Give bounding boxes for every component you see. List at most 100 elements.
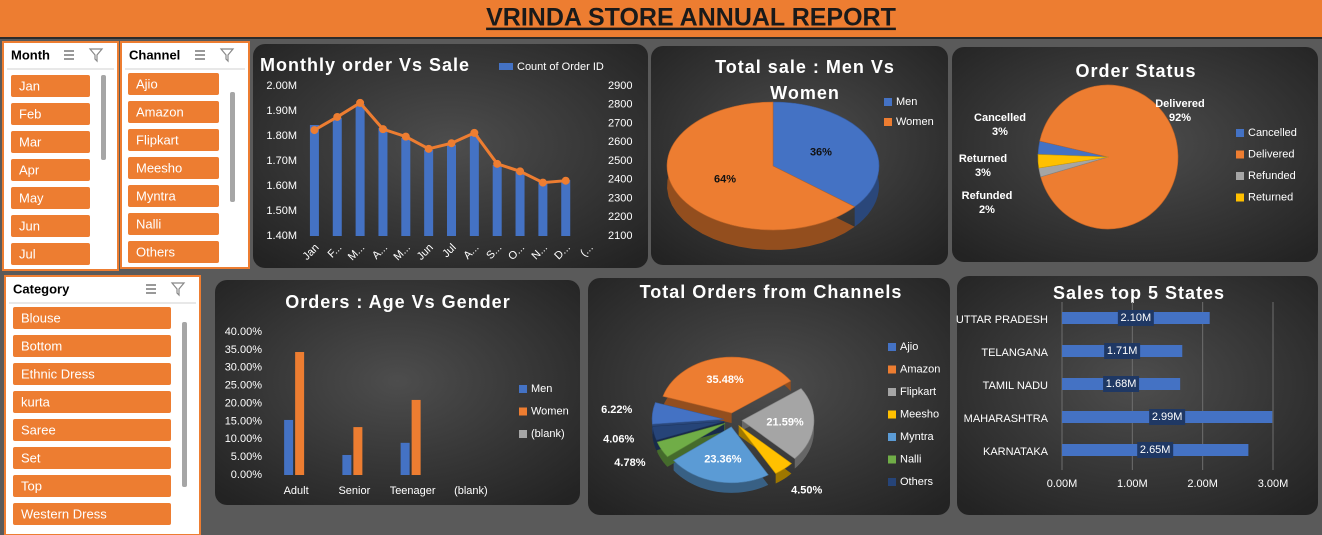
slicer-item[interactable] xyxy=(13,335,171,357)
legend-swatch xyxy=(1236,150,1244,159)
y-tick-label: 1.80M xyxy=(266,130,297,142)
bar xyxy=(295,352,305,475)
slicer-item[interactable] xyxy=(128,185,219,207)
bar xyxy=(411,399,421,475)
data-label: 1.68M xyxy=(1106,378,1137,390)
slicer-item[interactable] xyxy=(11,187,90,209)
legend-label: Women xyxy=(531,405,569,417)
data-label: 4.78% xyxy=(614,457,645,469)
slicer-item-label[interactable]: Feb xyxy=(19,106,41,121)
slicer-item-label[interactable]: Others xyxy=(136,244,176,259)
slicer-scrollbar[interactable] xyxy=(230,92,235,202)
slicer-item-label[interactable]: Apr xyxy=(19,162,40,177)
legend-swatch xyxy=(519,407,527,416)
pie-slice xyxy=(741,388,815,459)
x-tick-label: Senior xyxy=(338,485,370,497)
value-label-bg xyxy=(1137,442,1174,458)
slicer-item-label[interactable]: Meesho xyxy=(136,160,182,175)
legend-label: Men xyxy=(531,383,552,395)
bar xyxy=(353,427,363,475)
slicer-item-label[interactable]: Jul xyxy=(19,246,36,261)
legend-label: Amazon xyxy=(900,363,940,375)
slicer-title: Category xyxy=(13,281,70,296)
slicer-item-label[interactable]: May xyxy=(19,190,44,205)
y-tick-label: 10.00% xyxy=(225,433,263,445)
clear-filter-icon[interactable] xyxy=(219,48,235,63)
legend-swatch xyxy=(888,455,896,464)
slicer-item[interactable] xyxy=(11,215,90,237)
slicer-item-label[interactable]: Ajio xyxy=(136,76,158,91)
slicer-item[interactable] xyxy=(11,243,90,265)
slicer-item[interactable] xyxy=(13,307,171,329)
chart-title: Monthly order Vs Sale xyxy=(260,55,470,75)
y2-tick-label: 2900 xyxy=(608,80,632,92)
pie-slice xyxy=(1037,154,1109,169)
data-label: 92% xyxy=(1169,112,1191,124)
y2-tick-label: 2800 xyxy=(608,99,632,111)
slicer-item-label[interactable]: Western Dress xyxy=(21,506,107,521)
slicer-item[interactable] xyxy=(11,75,90,97)
slicer-item[interactable] xyxy=(128,129,219,151)
slicer-item-label[interactable]: Amazon xyxy=(136,104,184,119)
legend-label: Ajio xyxy=(900,341,918,353)
slicer-item-label[interactable]: Myntra xyxy=(136,188,177,203)
slicer-item[interactable] xyxy=(13,503,171,525)
slicer-item[interactable] xyxy=(128,157,219,179)
slicer-item[interactable] xyxy=(13,391,171,413)
y-tick-label: 5.00% xyxy=(231,451,262,463)
line-marker xyxy=(538,178,547,187)
slicer-item-label[interactable]: Top xyxy=(21,478,42,493)
slicer-item[interactable] xyxy=(128,241,219,263)
slicer-item[interactable] xyxy=(11,103,90,125)
bar xyxy=(492,165,502,236)
line-marker xyxy=(333,112,342,121)
legend-swatch xyxy=(884,98,892,106)
slicer-item-label[interactable]: Nalli xyxy=(136,216,161,231)
x-tick-label: 2.00M xyxy=(1187,478,1218,490)
slicer-item[interactable] xyxy=(128,73,219,95)
header-bar xyxy=(0,0,1322,37)
legend-label: Meesho xyxy=(900,408,939,420)
clear-filter-icon[interactable] xyxy=(88,48,104,63)
slicer-item[interactable] xyxy=(13,475,171,497)
legend-label: Myntra xyxy=(900,431,935,443)
slicer-item-label[interactable]: Blouse xyxy=(21,310,61,325)
slicer-item-label[interactable]: Set xyxy=(21,450,41,465)
chart-title: Sales top 5 States xyxy=(1053,283,1225,303)
slicer-item[interactable] xyxy=(128,213,219,235)
data-label-name: Refunded xyxy=(962,190,1013,202)
y2-tick-label: 2400 xyxy=(608,174,632,186)
slicer-item[interactable] xyxy=(13,419,171,441)
legend-label: Men xyxy=(896,96,917,108)
pie-slice-side xyxy=(667,102,855,250)
slicer-item[interactable] xyxy=(11,131,90,153)
slicer-item[interactable] xyxy=(128,101,219,123)
slicer-item-label[interactable]: Mar xyxy=(19,134,42,149)
data-label: 64% xyxy=(714,174,736,186)
slicer-item[interactable] xyxy=(11,159,90,181)
slicer-item-label[interactable]: kurta xyxy=(21,394,51,409)
clear-filter-icon[interactable] xyxy=(170,282,186,297)
slicer-item-label[interactable]: Flipkart xyxy=(136,132,179,147)
slicer-scrollbar[interactable] xyxy=(182,322,187,487)
slicer-item-label[interactable]: Bottom xyxy=(21,338,62,353)
slicer-item[interactable] xyxy=(13,363,171,385)
slicer-item[interactable] xyxy=(13,447,171,469)
pie-slice xyxy=(652,421,725,441)
legend-swatch xyxy=(519,430,527,438)
y-tick-label: KARNATAKA xyxy=(983,446,1049,458)
data-label-name: Returned xyxy=(959,153,1007,165)
y-tick-label: 2.00M xyxy=(266,80,297,92)
x-tick-label: 1.00M xyxy=(1117,478,1148,490)
slicer-item-label[interactable]: Ethnic Dress xyxy=(21,366,95,381)
slicer-item-label[interactable]: Jun xyxy=(19,218,40,233)
slicer-scrollbar[interactable] xyxy=(101,75,106,160)
legend-swatch xyxy=(888,478,896,486)
slicer-item-label[interactable]: Jan xyxy=(19,78,40,93)
legend-swatch xyxy=(888,343,896,351)
data-label: 1.71M xyxy=(1107,345,1138,357)
data-label: 2% xyxy=(979,204,995,216)
slicer-item-label[interactable]: Saree xyxy=(21,422,56,437)
pie-slice xyxy=(656,423,726,458)
